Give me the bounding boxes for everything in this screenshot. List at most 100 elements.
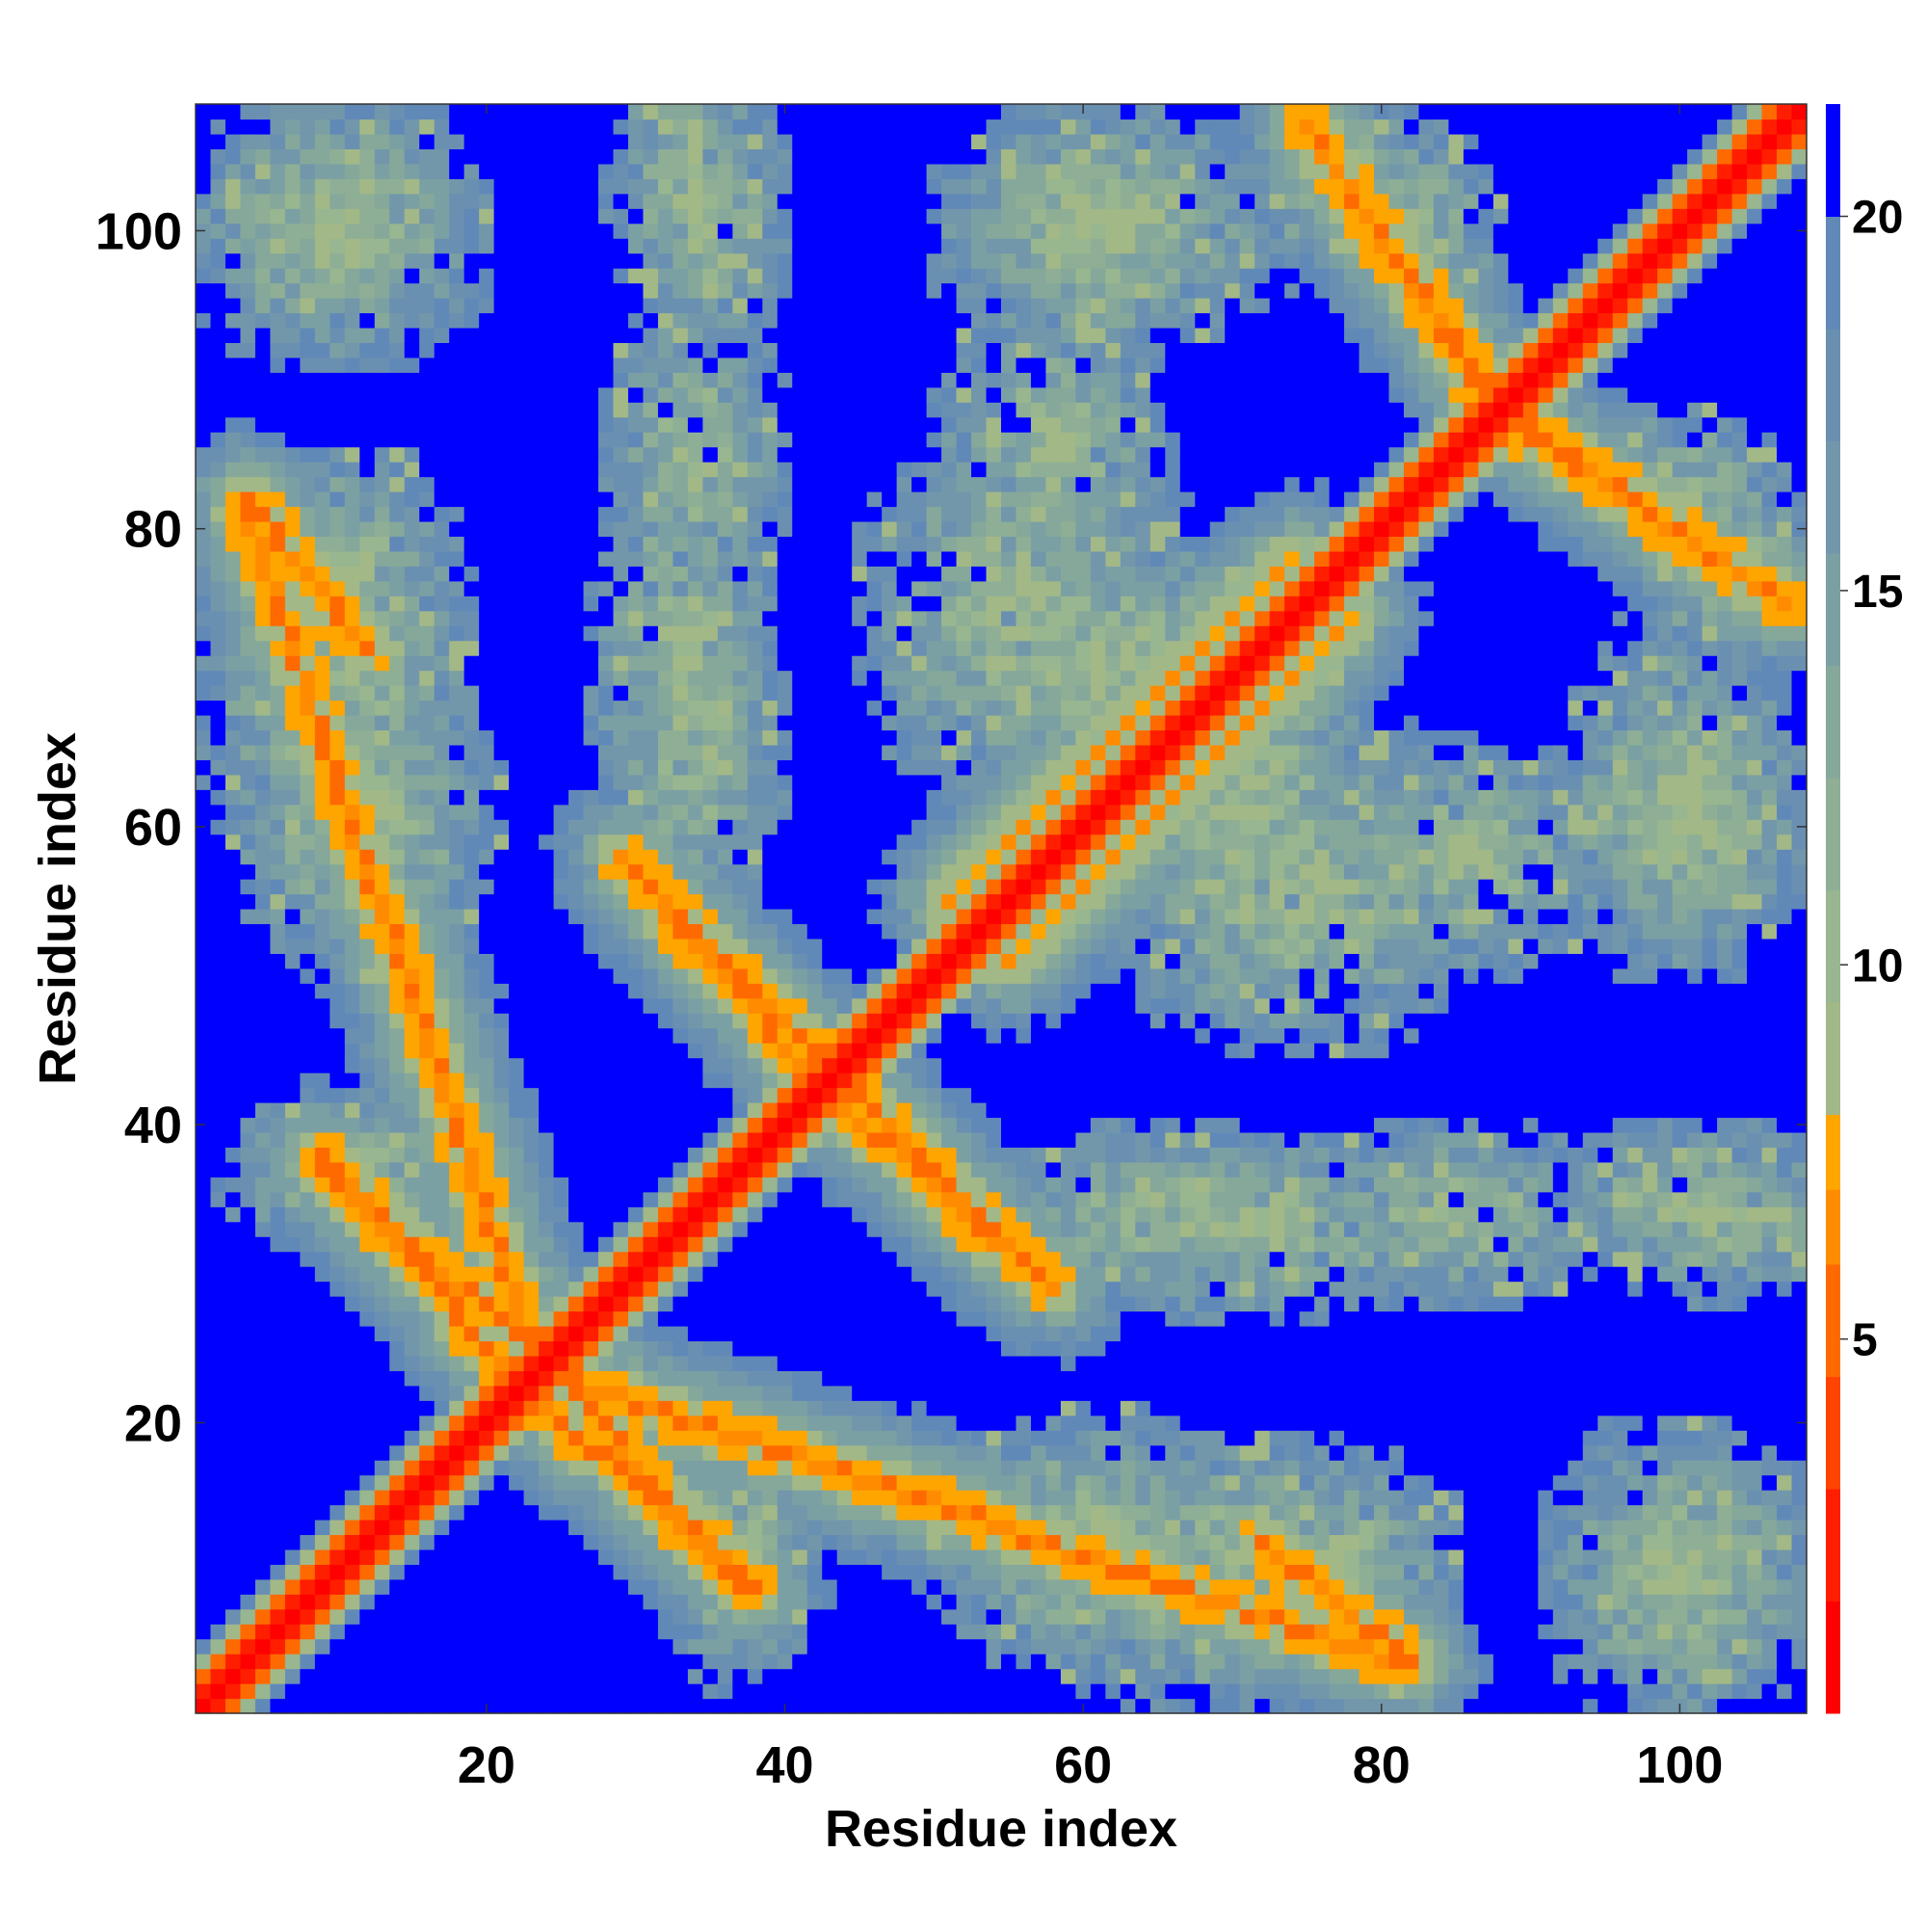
heatmap-cell <box>643 1430 659 1446</box>
heatmap-cell <box>687 282 703 299</box>
heatmap-cell <box>300 1683 316 1700</box>
heatmap-cell <box>598 1131 615 1148</box>
heatmap-cell <box>777 923 793 940</box>
heatmap-cell <box>732 416 749 433</box>
heatmap-cell <box>210 550 226 567</box>
heatmap-cell <box>822 223 838 239</box>
heatmap-cell <box>419 1266 436 1283</box>
heatmap-cell <box>806 834 823 850</box>
heatmap-cell <box>613 1608 629 1625</box>
heatmap-cell <box>553 1698 569 1714</box>
heatmap-cell <box>449 1638 465 1654</box>
heatmap-cell <box>852 1072 868 1089</box>
heatmap-cell <box>568 1654 585 1670</box>
heatmap-cell <box>284 119 301 135</box>
heatmap-cell <box>643 476 659 492</box>
heatmap-cell <box>687 1594 703 1610</box>
heatmap-cell <box>434 729 450 746</box>
heatmap-cell <box>344 1296 360 1312</box>
heatmap-cell <box>747 1147 763 1163</box>
heatmap-cell <box>434 1057 450 1073</box>
heatmap-cell <box>836 163 853 179</box>
heatmap-cell <box>196 1490 212 1506</box>
heatmap-cell <box>613 1548 629 1565</box>
heatmap-cell <box>463 1430 480 1446</box>
heatmap-cell <box>852 1087 868 1103</box>
heatmap-cell <box>583 1251 599 1267</box>
heatmap-cell <box>196 1594 212 1610</box>
heatmap-cell <box>284 1683 301 1700</box>
heatmap-cell <box>210 744 226 760</box>
heatmap-cell <box>852 744 868 760</box>
heatmap-cell <box>479 148 495 165</box>
heatmap-cell <box>493 595 510 612</box>
heatmap-cell <box>270 148 286 165</box>
heatmap-cell <box>224 610 242 626</box>
heatmap-cell <box>479 1102 495 1119</box>
heatmap-cell <box>509 759 525 776</box>
heatmap-cell <box>270 1251 286 1267</box>
heatmap-cell <box>747 685 763 701</box>
heatmap-cell <box>732 238 749 254</box>
heatmap-cell <box>598 1638 615 1654</box>
heatmap-cell <box>523 446 540 463</box>
heatmap-cell <box>598 1608 615 1625</box>
heatmap-cell <box>539 119 555 135</box>
heatmap-cell <box>792 1490 808 1506</box>
heatmap-cell <box>539 863 555 880</box>
heatmap-cell <box>866 1594 883 1610</box>
heatmap-cell <box>777 1340 793 1357</box>
heatmap-cell <box>434 804 450 820</box>
heatmap-cell <box>196 1266 212 1283</box>
heatmap-cell <box>314 372 330 388</box>
heatmap-cell <box>806 1027 823 1044</box>
heatmap-cell <box>747 1221 763 1237</box>
heatmap-cell <box>300 193 316 209</box>
heatmap-cell <box>882 1325 898 1342</box>
heatmap-cell <box>359 1147 376 1163</box>
heatmap-cell <box>270 268 286 284</box>
heatmap-cell <box>523 491 540 508</box>
heatmap-cell <box>493 1400 510 1416</box>
heatmap-cell <box>702 298 719 314</box>
heatmap-cell <box>657 1490 674 1506</box>
heatmap-cell <box>389 1131 406 1148</box>
heatmap-cell <box>210 893 226 910</box>
heatmap-cell <box>792 1534 808 1550</box>
heatmap-cell <box>196 1624 212 1640</box>
heatmap-cell <box>836 432 853 448</box>
heatmap-cell <box>419 879 436 895</box>
heatmap-cell <box>732 685 749 701</box>
heatmap-cell <box>657 655 674 672</box>
heatmap-cell <box>419 282 436 299</box>
heatmap-cell <box>434 759 450 776</box>
heatmap-cell <box>434 655 450 672</box>
heatmap-cell <box>657 670 674 686</box>
heatmap-cell <box>419 1460 436 1476</box>
heatmap-cell <box>553 1430 569 1446</box>
heatmap-cell <box>732 520 749 538</box>
heatmap-cell <box>702 1161 719 1178</box>
heatmap-cell <box>374 1578 390 1595</box>
heatmap-cell <box>822 1117 838 1133</box>
heatmap-cell <box>732 1043 749 1059</box>
heatmap-cell <box>314 879 330 895</box>
heatmap-cell <box>777 1013 793 1029</box>
heatmap-cell <box>479 1415 495 1431</box>
heatmap-cell <box>673 879 689 895</box>
heatmap-cell <box>866 1027 883 1044</box>
heatmap-cell <box>523 953 540 969</box>
heatmap-cell <box>419 1564 436 1580</box>
heatmap-cell <box>493 655 510 672</box>
heatmap-cell <box>687 238 703 254</box>
heatmap-cell <box>374 1296 390 1312</box>
heatmap-cell <box>747 506 763 522</box>
heatmap-cell <box>374 462 390 478</box>
heatmap-cell <box>300 1624 316 1640</box>
heatmap-cell <box>702 1102 719 1119</box>
heatmap-cell <box>627 357 645 373</box>
heatmap-cell <box>866 953 883 969</box>
heatmap-cell <box>822 729 838 746</box>
heatmap-cell <box>404 1296 420 1312</box>
heatmap-cell <box>509 566 525 582</box>
